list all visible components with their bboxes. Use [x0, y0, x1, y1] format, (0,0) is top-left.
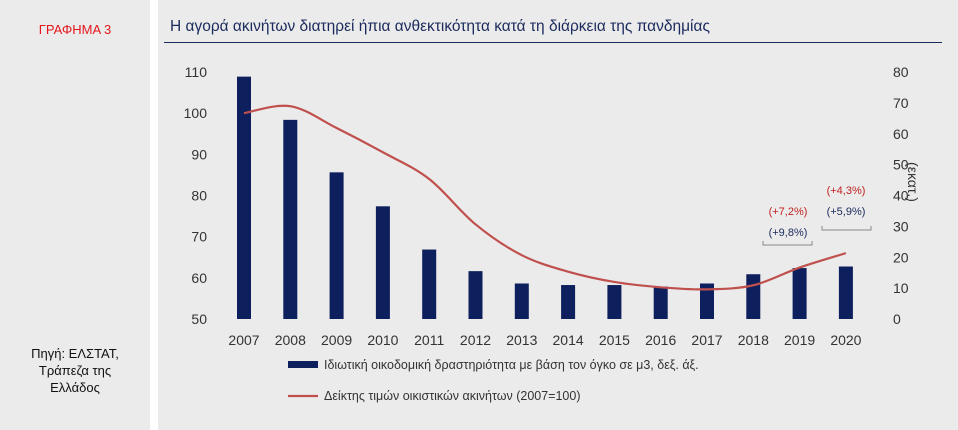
bar [653, 286, 668, 319]
right-tick-label: 60 [893, 126, 909, 142]
x-tick-label: 2016 [645, 332, 676, 348]
left-panel [0, 0, 150, 430]
bar [283, 119, 298, 319]
annotation-label: (+7,2%) [769, 206, 808, 218]
x-tick-label: 2018 [738, 332, 769, 348]
x-axis-ticks: 2007 2008 2009 2010 2011 2012 2013 2014 2015 2016… [228, 332, 861, 348]
annotation-label: (+5,9%) [827, 206, 866, 218]
line-series-price-index [243, 104, 847, 291]
left-tick-label: 90 [191, 146, 207, 162]
right-axis-ticks: 0 10 20 30 40 50 60 70 80 [893, 64, 909, 327]
bar-series [237, 76, 853, 319]
x-tick-label: 2008 [275, 332, 306, 348]
annotations: (+7,2%) (+9,8%) (+4,3%) (+5,9%) [762, 185, 872, 246]
annotation-bracket [821, 226, 872, 231]
x-tick-label: 2012 [460, 332, 491, 348]
x-tick-label: 2010 [367, 332, 398, 348]
legend: Ιδιωτική οικοδομική δραστηριότητα με βάσ… [288, 358, 699, 403]
right-tick-label: 20 [893, 249, 909, 265]
x-tick-label: 2013 [506, 332, 537, 348]
panel-gap [150, 0, 158, 430]
legend-swatch-bar [288, 361, 318, 368]
source-note: Πηγή: ΕΛΣΤΑΤ, Τράπεζα της Ελλάδος [31, 346, 119, 395]
title-divider [164, 42, 942, 43]
chart-title: Η αγορά ακινήτων διατηρεί ήπια ανθεκτικό… [170, 18, 710, 35]
right-tick-label: 40 [893, 188, 909, 204]
x-tick-label: 2009 [321, 332, 352, 348]
left-tick-label: 60 [191, 270, 207, 286]
left-tick-label: 80 [191, 188, 207, 204]
legend-label-bar: Ιδιωτική οικοδομική δραστηριότητα με βάσ… [324, 358, 699, 372]
x-tick-label: 2011 [414, 332, 444, 348]
left-tick-label: 110 [185, 64, 208, 80]
x-tick-label: 2020 [830, 332, 861, 348]
right-tick-label: 10 [893, 280, 909, 296]
bar [700, 283, 714, 319]
x-tick-label: 2007 [228, 332, 259, 348]
bar [329, 172, 344, 319]
legend-label-line: Δείκτης τιμών οικιστικών ακινήτων (2007=… [324, 389, 581, 403]
bar [607, 285, 622, 319]
left-tick-label: 50 [191, 311, 207, 327]
annotation-bracket [762, 241, 813, 246]
right-tick-label: 70 [893, 95, 909, 111]
bar [422, 249, 437, 319]
bar [468, 271, 483, 319]
chart-number-label: ΓΡΑΦΗΜΑ 3 [38, 22, 112, 37]
bar [375, 206, 390, 319]
left-axis-ticks: 50 60 70 80 90 100 110 [184, 64, 208, 327]
x-tick-label: 2019 [784, 332, 815, 348]
right-tick-label: 0 [893, 311, 901, 327]
left-tick-label: 70 [191, 229, 207, 245]
bar [561, 285, 576, 319]
right-axis-label: (εκατ.) [905, 162, 921, 202]
bar [792, 268, 807, 319]
left-tick-label: 100 [184, 105, 208, 121]
annotation-label: (+9,8%) [769, 227, 808, 239]
bar [514, 283, 529, 319]
right-tick-label: 30 [893, 218, 909, 234]
right-tick-label: 50 [893, 157, 909, 173]
bar [746, 274, 761, 319]
bar [838, 266, 853, 319]
x-tick-label: 2014 [553, 332, 584, 348]
x-tick-label: 2015 [599, 332, 630, 348]
right-tick-label: 80 [893, 64, 909, 80]
x-tick-label: 2017 [691, 332, 722, 348]
annotation-label: (+4,3%) [827, 185, 866, 197]
bar [237, 76, 251, 319]
